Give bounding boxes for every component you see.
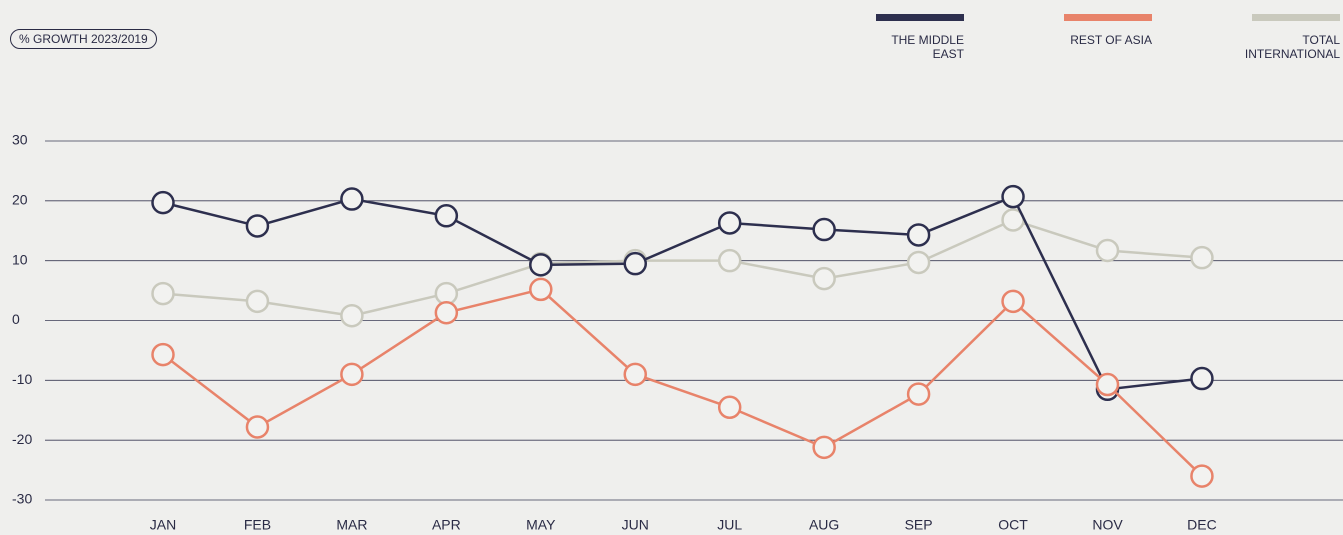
legend-label: THE MIDDLE EAST [891, 33, 964, 61]
data-point [1095, 372, 1120, 397]
legend-swatch [1252, 14, 1340, 21]
data-point [1190, 464, 1214, 488]
data-point [623, 362, 647, 387]
data-point [434, 281, 459, 306]
data-point [1001, 289, 1025, 314]
data-point [717, 395, 742, 420]
data-point [340, 362, 364, 387]
x-tick-label: MAR [336, 517, 367, 533]
data-point [906, 250, 931, 275]
data-point [1001, 184, 1025, 209]
legend-swatch [876, 14, 964, 21]
data-point [529, 277, 553, 302]
legend-label: REST OF ASIA [1070, 33, 1152, 47]
subtitle: % GROWTH 2023/2019 [10, 29, 157, 49]
data-point [151, 342, 175, 367]
y-tick-label: 20 [12, 192, 28, 208]
data-point [1190, 366, 1214, 391]
data-point [812, 217, 836, 242]
data-point [906, 223, 931, 247]
data-point [1190, 245, 1214, 270]
x-tick-label: MAY [526, 517, 556, 533]
data-point [717, 248, 742, 273]
data-point [529, 253, 553, 277]
y-tick-label: -30 [12, 491, 32, 507]
data-point [245, 289, 270, 314]
series [151, 184, 1214, 402]
data-point [245, 214, 270, 238]
y-tick-label: 10 [12, 251, 28, 267]
data-point [340, 187, 364, 211]
data-point [812, 435, 836, 460]
series [151, 208, 1214, 328]
x-tick-label: JAN [150, 517, 176, 533]
data-point [434, 300, 459, 325]
series-line [162, 288, 1203, 477]
x-tick-label: APR [432, 517, 461, 533]
data-point [906, 382, 931, 406]
x-tick-label: JUL [717, 517, 742, 533]
data-point [1095, 238, 1120, 263]
y-tick-label: -20 [12, 431, 32, 447]
x-tick-label: NOV [1092, 517, 1123, 533]
data-point [623, 251, 647, 276]
series-line [162, 195, 1203, 391]
x-tick-label: AUG [809, 517, 839, 533]
x-tick-label: SEP [905, 517, 933, 533]
legend-item: REST OF ASIA [1056, 14, 1152, 47]
series-line [162, 218, 1203, 317]
y-tick-label: 0 [12, 311, 20, 327]
data-point [340, 303, 364, 328]
y-tick-label: 30 [12, 132, 28, 148]
data-point [434, 204, 459, 228]
legend-item: THE MIDDLE EAST [868, 14, 964, 61]
legend-swatch [1064, 14, 1152, 21]
x-tick-label: FEB [244, 517, 271, 533]
y-tick-label: -10 [12, 371, 32, 387]
x-tick-label: JUN [622, 517, 649, 533]
data-point [717, 211, 742, 235]
x-tick-label: DEC [1187, 517, 1217, 533]
x-tick-label: OCT [998, 517, 1028, 533]
data-point [812, 266, 836, 291]
data-point [245, 415, 270, 439]
legend-item: TOTAL INTERNATIONAL [1244, 14, 1340, 61]
data-point [151, 281, 175, 306]
legend-label: TOTAL INTERNATIONAL [1244, 33, 1340, 61]
data-point [151, 190, 175, 215]
series [151, 277, 1214, 488]
